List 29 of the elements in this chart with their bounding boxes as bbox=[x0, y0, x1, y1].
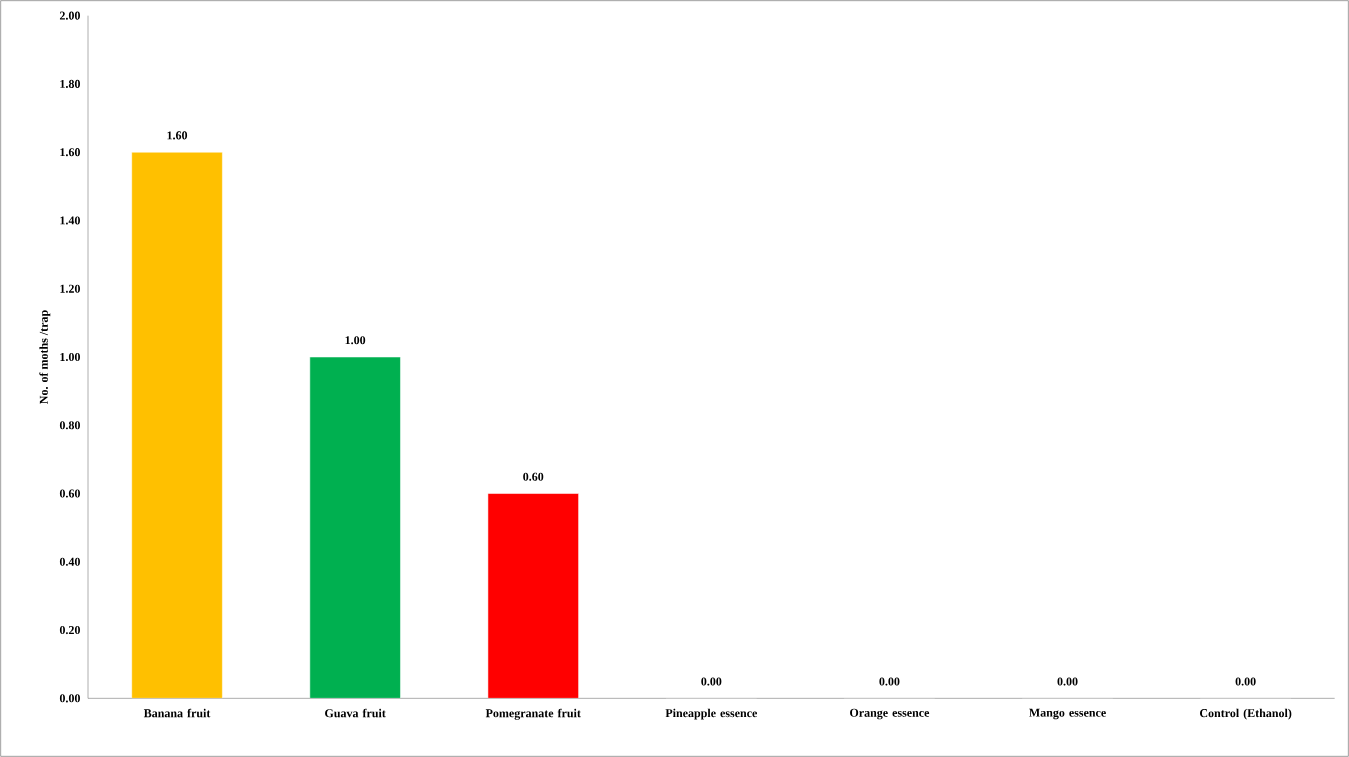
y-tick-label: 1.00 bbox=[60, 352, 80, 362]
data-label: 0.60 bbox=[523, 472, 544, 481]
x-tick-label: Pomegranate fruit bbox=[485, 708, 581, 720]
y-tick-label: 0.20 bbox=[59, 625, 80, 635]
y-tick-label: 2.00 bbox=[59, 11, 80, 20]
bar bbox=[309, 356, 401, 699]
x-tick-label: Pineapple essence bbox=[665, 708, 758, 720]
bar bbox=[487, 493, 579, 699]
y-tick-label: 0.00 bbox=[59, 694, 80, 703]
x-tick-label: Banana fruit bbox=[143, 708, 211, 718]
y-tick-label: 0.40 bbox=[59, 557, 80, 566]
data-label: 0.00 bbox=[701, 677, 722, 686]
data-label: 0.00 bbox=[1057, 677, 1078, 686]
y-tick-label: 0.80 bbox=[59, 421, 80, 430]
x-tick-label: Guava fruit bbox=[325, 708, 386, 718]
x-tick-label: Orange essence bbox=[850, 708, 930, 720]
x-tick-label: Mango essence bbox=[1029, 708, 1106, 720]
data-label: 1.60 bbox=[167, 131, 188, 140]
y-axis-title: No. of moths /trap bbox=[39, 310, 51, 404]
bar bbox=[131, 151, 223, 699]
data-label: 0.00 bbox=[879, 677, 900, 686]
y-tick-label: 1.80 bbox=[60, 79, 80, 88]
x-tick-label: Control (Ethanol) bbox=[1199, 708, 1292, 720]
y-tick-label: 0.60 bbox=[59, 489, 80, 498]
y-tick-label: 1.60 bbox=[60, 148, 80, 157]
data-label: 0.00 bbox=[1235, 677, 1256, 686]
y-tick-label: 1.40 bbox=[60, 216, 80, 225]
y-tick-label: 1.20 bbox=[60, 284, 80, 293]
data-label: 1.00 bbox=[345, 336, 366, 345]
